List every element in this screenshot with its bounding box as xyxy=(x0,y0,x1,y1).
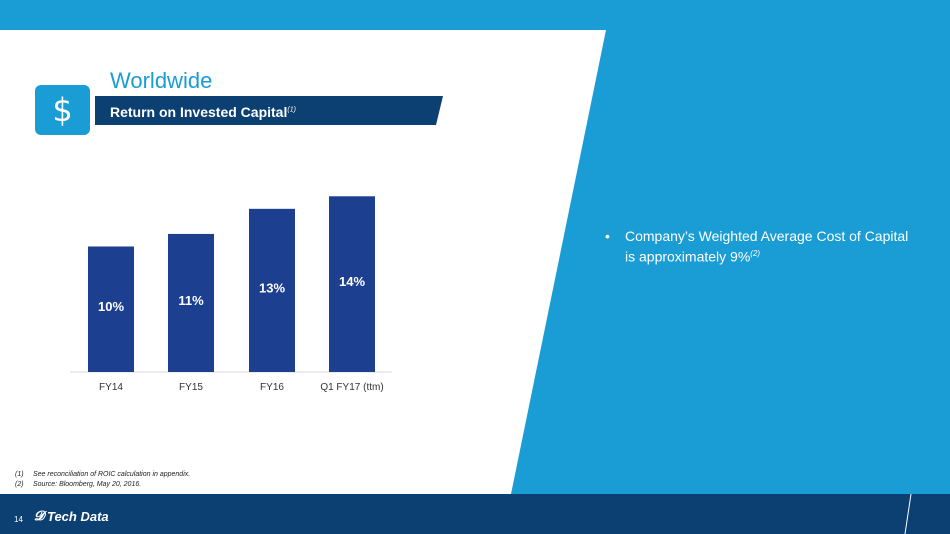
chart-subtitle-text: Return on Invested Capital xyxy=(110,104,288,120)
x-tick-label: FY16 xyxy=(260,382,284,393)
footnote-2: (2) Source: Bloomberg, May 20, 2016. xyxy=(15,480,190,490)
chart-subtitle-footnote-ref: (1) xyxy=(287,106,296,114)
tech-data-logo-text: Tech Data xyxy=(46,508,109,524)
bar-value-label: 10% xyxy=(98,299,124,314)
tech-data-logo-icon: 𝓓 xyxy=(34,508,44,523)
bar-value-label: 13% xyxy=(259,280,285,295)
x-tick-label: Q1 FY17 (ttm) xyxy=(320,382,383,393)
footnote-1-text: See reconciliation of ROIC calculation i… xyxy=(33,471,191,478)
x-tick-label: FY14 xyxy=(99,382,123,393)
tech-data-logo: 𝓓 Tech Data xyxy=(34,508,109,524)
bullet-footnote-ref: (2) xyxy=(750,249,761,258)
wacc-bullet: • Company’s Weighted Average Cost of Cap… xyxy=(605,228,915,266)
footnotes: (1) See reconciliation of ROIC calculatio… xyxy=(15,470,190,490)
chart-subtitle: Return on Invested Capital(1) xyxy=(110,104,296,120)
bar-3 xyxy=(249,208,295,372)
footer-bar xyxy=(0,494,950,534)
bar-4 xyxy=(329,196,375,372)
footnote-1-num: (1) xyxy=(15,471,24,478)
top-band xyxy=(0,0,950,30)
page-number: 14 xyxy=(14,515,23,524)
footnote-2-text: Source: Bloomberg, May 20, 2016. xyxy=(33,481,142,488)
bar-value-label: 14% xyxy=(339,274,365,289)
subtitle-bar xyxy=(95,96,443,125)
footer-divider xyxy=(904,494,912,534)
bar-1 xyxy=(88,246,134,372)
bullet-text: Company’s Weighted Average Cost of Capit… xyxy=(625,228,909,265)
footnote-2-num: (2) xyxy=(15,481,24,488)
footnote-1: (1) See reconciliation of ROIC calculatio… xyxy=(15,470,190,480)
page-title: Worldwide xyxy=(110,68,213,93)
bar-2 xyxy=(168,233,214,372)
dollar-icon: $ xyxy=(35,85,90,135)
bullet-content: Company’s Weighted Average Cost of Capit… xyxy=(625,228,915,266)
bullet-marker: • xyxy=(605,228,610,244)
x-tick-label: FY15 xyxy=(179,382,203,393)
bar-value-label: 11% xyxy=(178,293,204,308)
